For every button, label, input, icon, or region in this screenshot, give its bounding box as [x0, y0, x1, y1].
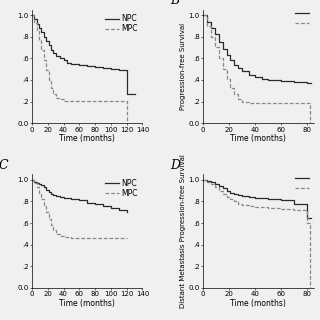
Text: C: C [0, 159, 9, 172]
Text: D: D [170, 159, 180, 172]
Legend: NPC, MPC: NPC, MPC [105, 178, 139, 199]
Legend: NPC, MPC: NPC, MPC [105, 13, 139, 34]
X-axis label: Time (months): Time (months) [230, 299, 286, 308]
Legend: , : , [294, 172, 310, 193]
Legend: , : , [294, 8, 310, 28]
X-axis label: Time (months): Time (months) [59, 299, 115, 308]
X-axis label: Time (months): Time (months) [230, 134, 286, 143]
Y-axis label: Progression-free Survival: Progression-free Survival [180, 23, 186, 110]
X-axis label: Time (months): Time (months) [59, 134, 115, 143]
Text: B: B [170, 0, 179, 7]
Y-axis label: Distant Metastasis Progression-free Survival: Distant Metastasis Progression-free Surv… [180, 154, 186, 308]
